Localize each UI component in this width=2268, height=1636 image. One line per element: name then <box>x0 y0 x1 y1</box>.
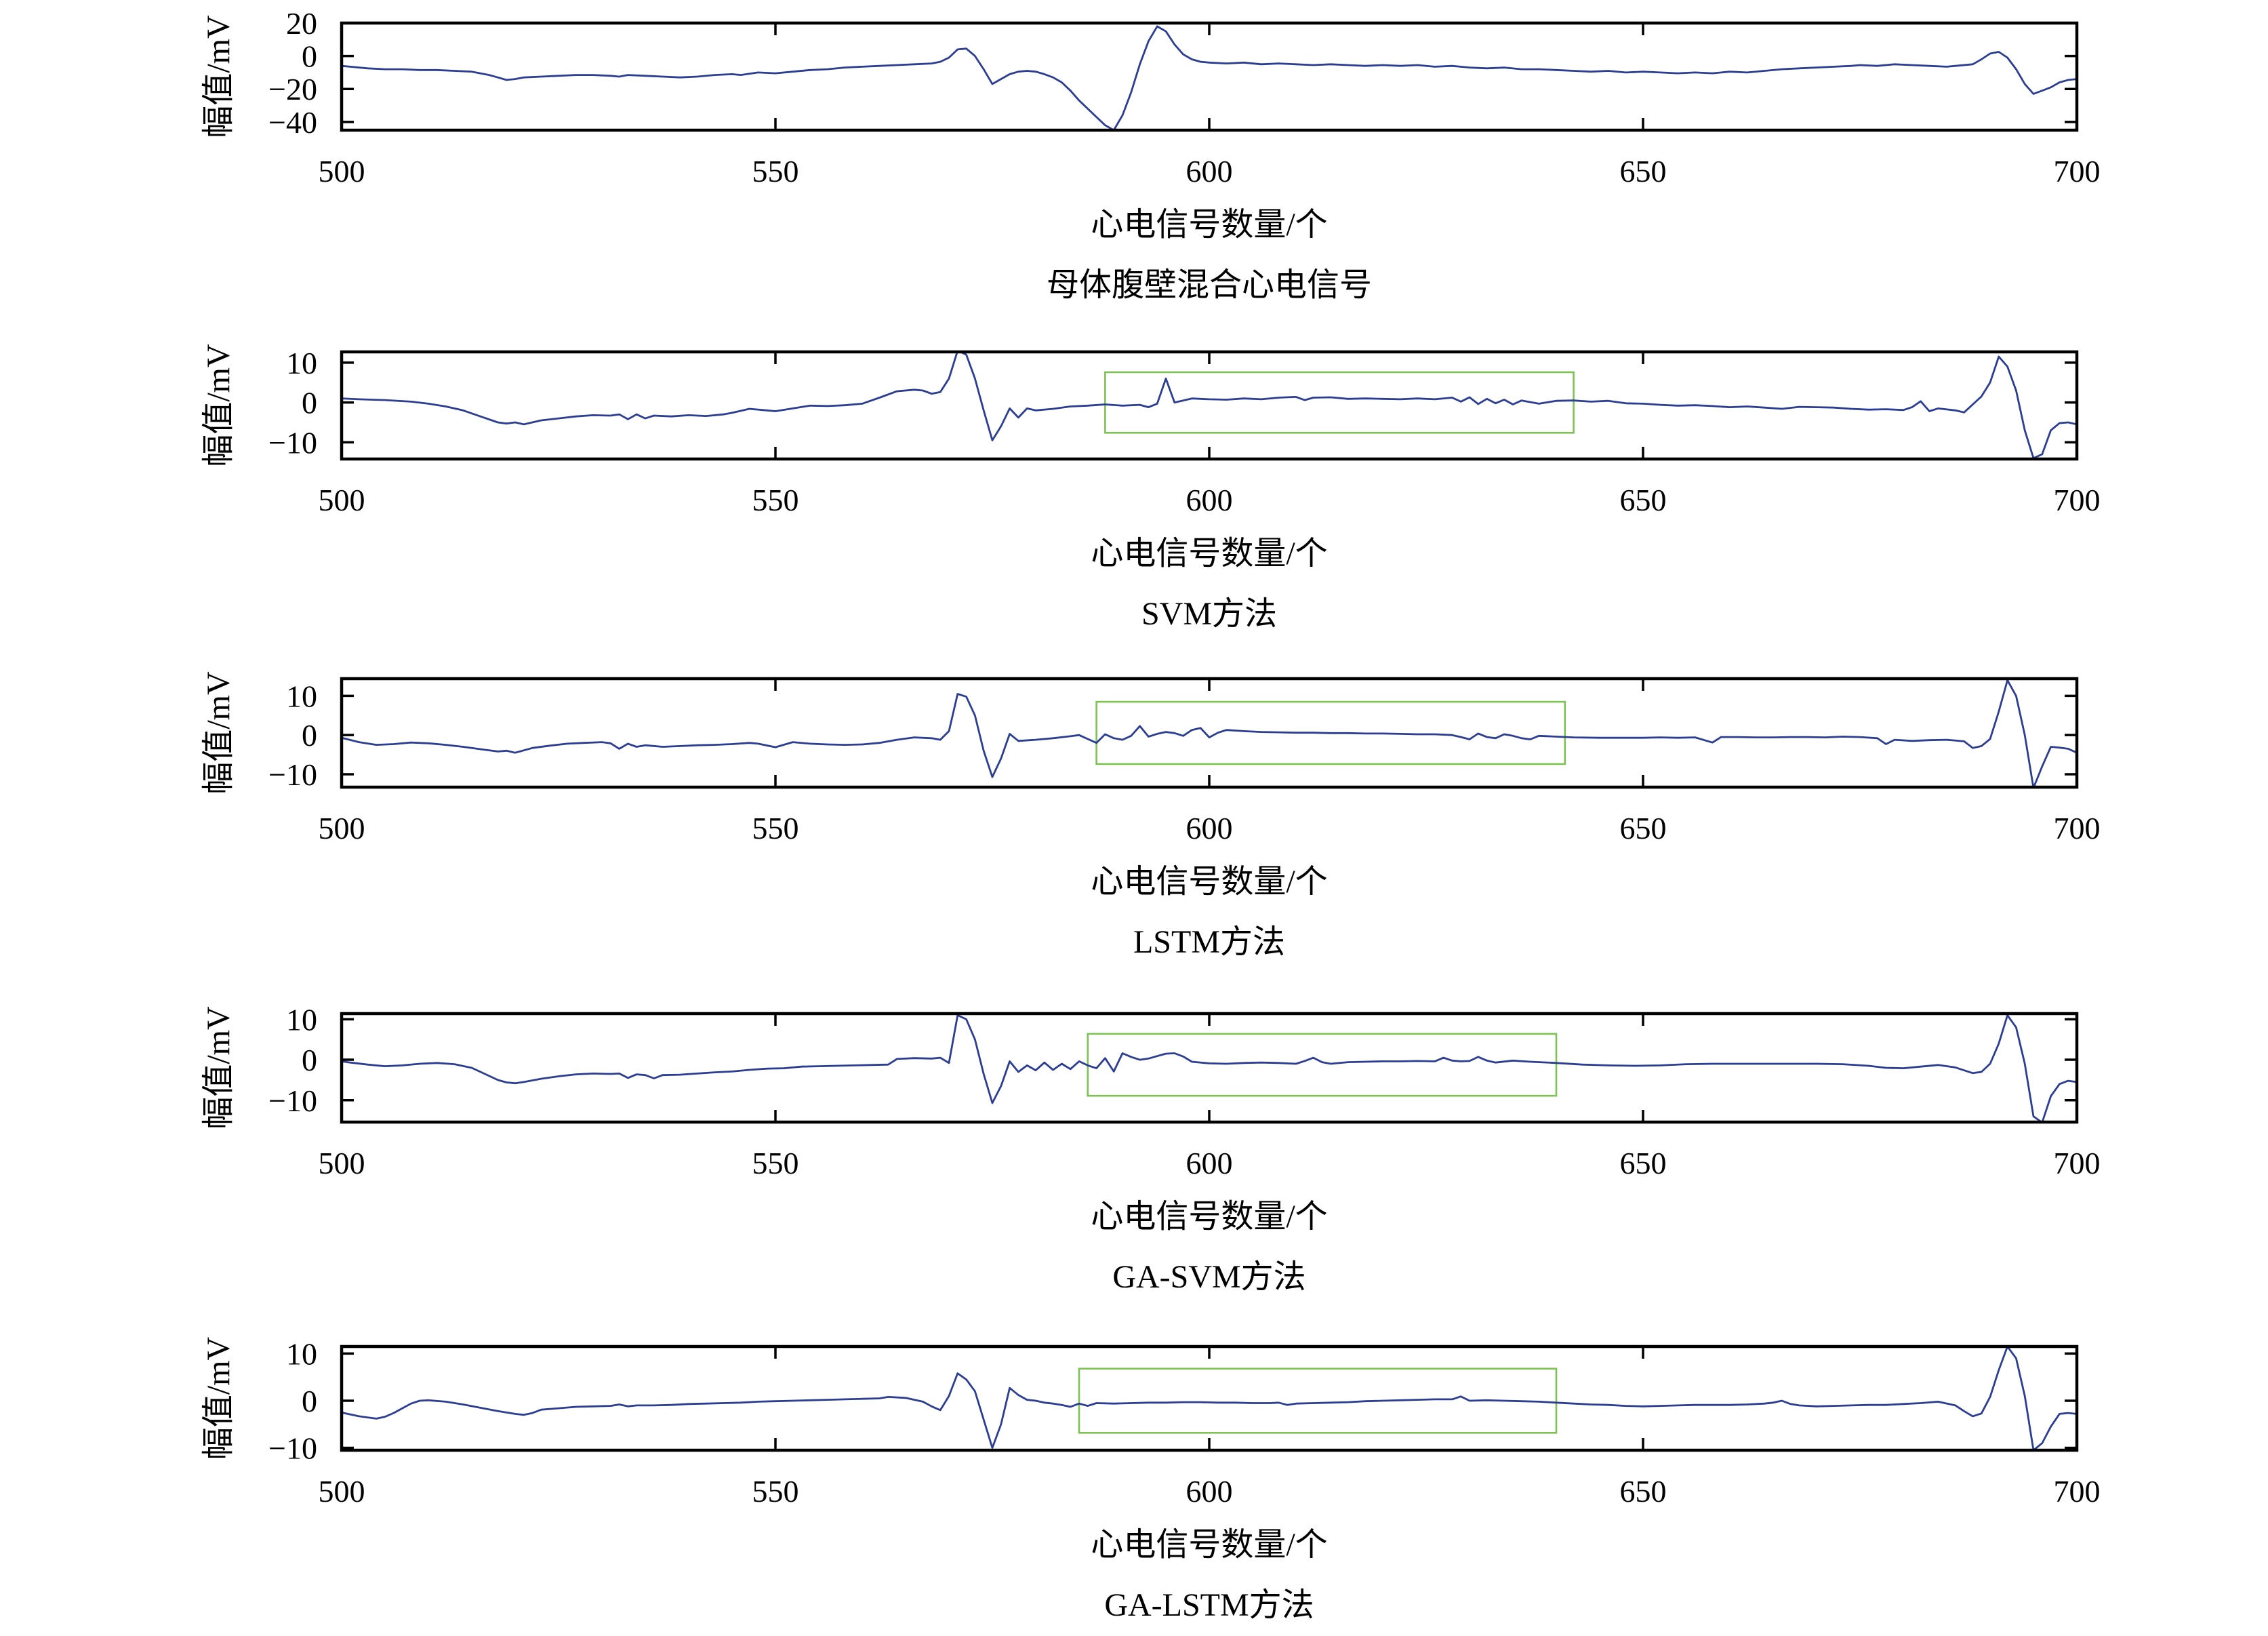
plot-frame <box>340 1344 2079 1452</box>
plot-frame <box>340 1012 2079 1124</box>
signal-line <box>342 1346 2077 1450</box>
x-tick-label: 500 <box>319 1146 365 1180</box>
x-axis-label: 心电信号数量/个 <box>1091 1527 1327 1563</box>
x-tick-label: 700 <box>2054 483 2101 517</box>
panel-title: GA-SVM方法 <box>1112 1259 1305 1295</box>
x-axis-label: 心电信号数量/个 <box>1091 536 1327 572</box>
x-tick-label: 500 <box>319 483 365 517</box>
y-tick-label: 0 <box>302 1384 317 1418</box>
chart-panel-4: 500 550 600 650 700 10 0 −10 心电信号数量/个 幅值/mV GA-SVM… <box>201 1002 2101 1295</box>
y-tick-label: −40 <box>268 105 317 140</box>
x-axis-label: 心电信号数量/个 <box>1091 1199 1327 1235</box>
y-tick-label: −10 <box>268 425 317 460</box>
x-tick-label: 550 <box>752 811 799 845</box>
y-tick-label: 10 <box>286 679 317 713</box>
y-tick-label: 10 <box>286 1336 317 1371</box>
x-tick-label: 550 <box>752 1474 799 1509</box>
x-axis-label: 心电信号数量/个 <box>1091 207 1327 243</box>
y-tick-label: 0 <box>302 386 317 420</box>
x-tick-label: 500 <box>319 1474 365 1509</box>
chart-panel-2: 500 550 600 650 700 10 0 −10 心电信号数量/个 幅值/mV SVM方法 <box>201 344 2101 632</box>
y-axis-label: 幅值/mV <box>201 671 237 795</box>
x-tick-label: 700 <box>2054 1474 2101 1509</box>
chart-panel-5: 500 550 600 650 700 10 0 −10 心电信号数量/个 幅值/mV GA-LST… <box>201 1336 2101 1623</box>
y-tick-label: −10 <box>268 1083 317 1118</box>
panel-title: 母体腹壁混合心电信号 <box>1047 267 1372 303</box>
x-tick-label: 700 <box>2054 1146 2101 1180</box>
x-tick-label: 650 <box>1620 154 1667 188</box>
highlight-box <box>1095 700 1566 765</box>
highlight-box <box>1104 371 1575 434</box>
y-axis-label: 幅值/mV <box>201 1006 237 1130</box>
x-tick-label: 500 <box>319 154 365 188</box>
highlight-box <box>1087 1033 1558 1097</box>
signal-line <box>342 352 2077 459</box>
y-tick-label: −10 <box>268 1431 317 1466</box>
plot-frame <box>340 677 2079 789</box>
x-tick-label: 550 <box>752 154 799 188</box>
highlight-box <box>1078 1368 1558 1434</box>
panel-title: SVM方法 <box>1141 596 1277 632</box>
y-tick-label: −10 <box>268 757 317 792</box>
y-tick-label: −20 <box>268 72 317 106</box>
plot-frame <box>340 21 2079 132</box>
y-tick-label: 10 <box>286 346 317 380</box>
signal-line <box>342 1014 2077 1122</box>
y-axis-label: 幅值/mV <box>201 1336 237 1460</box>
y-tick-label: 0 <box>302 1043 317 1077</box>
x-tick-label: 700 <box>2054 811 2101 845</box>
y-axis-label: 幅值/mV <box>201 344 237 467</box>
x-tick-label: 600 <box>1186 1146 1233 1180</box>
signal-line <box>342 679 2077 787</box>
x-tick-label: 550 <box>752 483 799 517</box>
x-tick-label: 650 <box>1620 1474 1667 1509</box>
panel-title: GA-LSTM方法 <box>1104 1587 1314 1623</box>
panel-title: LSTM方法 <box>1133 924 1285 960</box>
x-tick-label: 650 <box>1620 811 1667 845</box>
x-tick-label: 650 <box>1620 1146 1667 1180</box>
y-tick-label: 20 <box>286 6 317 41</box>
y-tick-label: 10 <box>286 1002 317 1037</box>
plot-frame <box>340 350 2079 461</box>
x-tick-label: 600 <box>1186 1474 1233 1509</box>
y-tick-label: 0 <box>302 718 317 753</box>
x-tick-label: 600 <box>1186 811 1233 845</box>
x-tick-label: 700 <box>2054 154 2101 188</box>
x-tick-label: 650 <box>1620 483 1667 517</box>
chart-panel-1: 500 550 600 650 700 200−20−40 心电信号数量/个 幅值/mV 母体腹… <box>201 6 2101 303</box>
y-axis-label: 幅值/mV <box>201 15 237 138</box>
chart-panel-3: 500 550 600 650 700 10 0 −10 心电信号数量/个 幅值/mV LSTM方法 <box>201 671 2101 960</box>
x-axis-label: 心电信号数量/个 <box>1091 864 1327 900</box>
y-tick-label: 0 <box>302 39 317 74</box>
x-tick-label: 500 <box>319 811 365 845</box>
x-tick-label: 600 <box>1186 154 1233 188</box>
signal-line <box>342 25 2077 130</box>
x-tick-label: 550 <box>752 1146 799 1180</box>
x-tick-label: 600 <box>1186 483 1233 517</box>
